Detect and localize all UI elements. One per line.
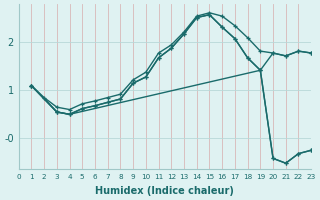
X-axis label: Humidex (Indice chaleur): Humidex (Indice chaleur) bbox=[95, 186, 234, 196]
